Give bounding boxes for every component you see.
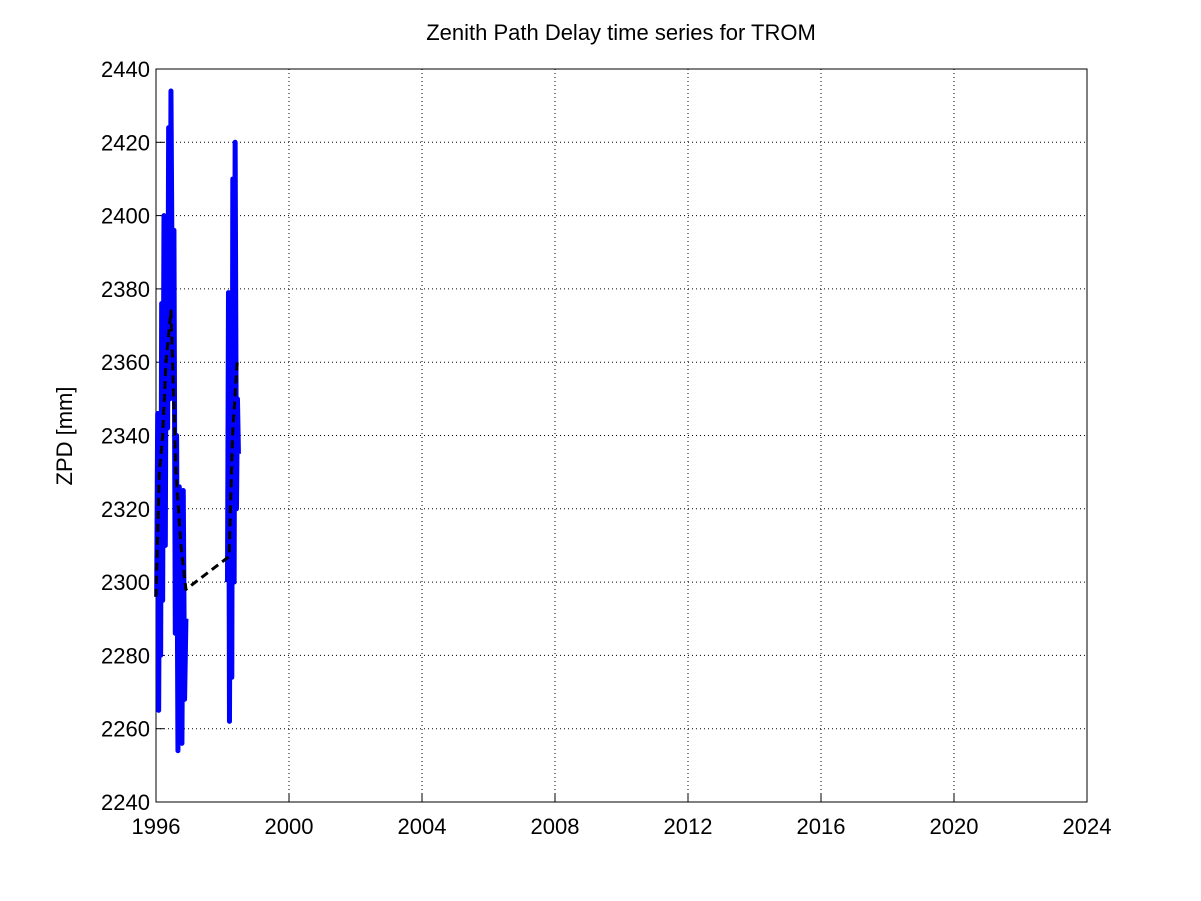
y-tick-label: 2340: [101, 424, 150, 449]
x-tick-label: 2024: [1063, 814, 1112, 839]
series-line: [154, 309, 239, 597]
chart-title: Zenith Path Delay time series for TROM: [426, 20, 816, 45]
y-tick-label: 2300: [101, 570, 150, 595]
series-line: [154, 88, 241, 754]
x-tick-label: 2012: [664, 814, 713, 839]
y-tick-label: 2280: [101, 643, 150, 668]
y-tick-label: 2420: [101, 130, 150, 155]
x-tick-label: 1996: [132, 814, 181, 839]
y-tick-label: 2320: [101, 497, 150, 522]
x-tick-label: 2000: [265, 814, 314, 839]
y-tick-label: 2240: [101, 790, 150, 815]
x-tick-label: 2008: [531, 814, 580, 839]
y-tick-label: 2380: [101, 277, 150, 302]
y-tick-label: 2360: [101, 350, 150, 375]
y-tick-label: 2400: [101, 204, 150, 229]
x-tick-label: 2016: [797, 814, 846, 839]
x-tick-label: 2020: [930, 814, 979, 839]
x-tick-label: 2004: [398, 814, 447, 839]
y-axis-label: ZPD [mm]: [52, 387, 77, 486]
y-tick-label: 2440: [101, 57, 150, 82]
y-tick-label: 2260: [101, 717, 150, 742]
